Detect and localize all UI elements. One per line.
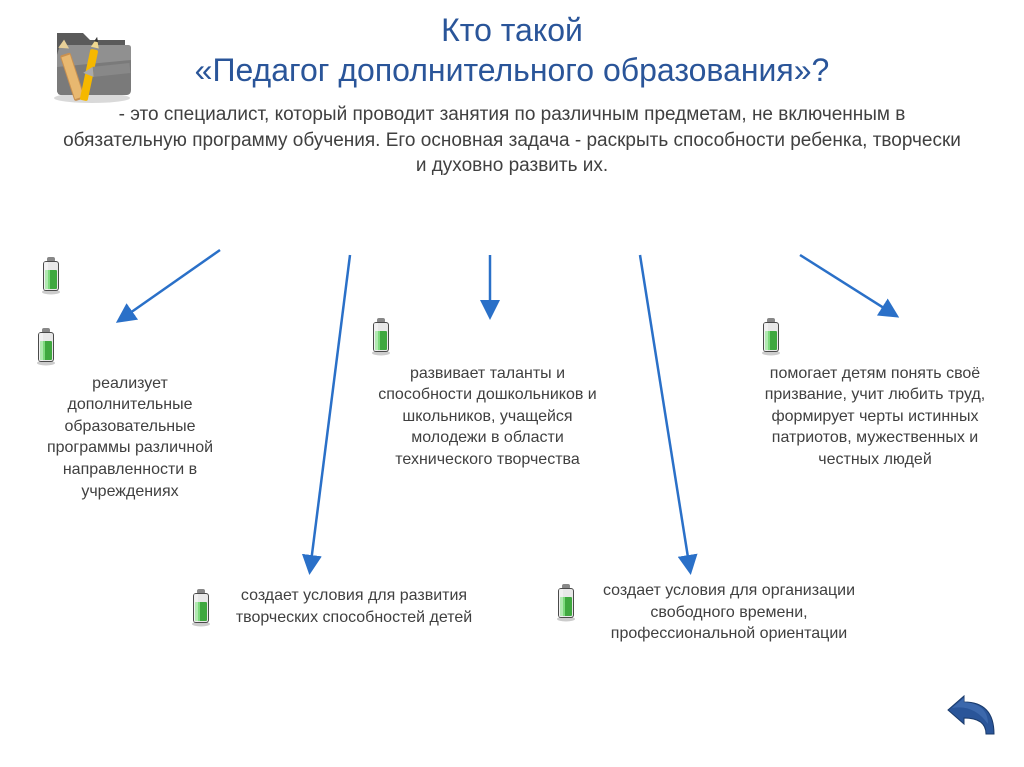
diagram-node-n1: реализует дополнительные образовательные… xyxy=(35,330,225,502)
battery-icon xyxy=(35,326,57,373)
node-text: развивает таланты и способности дошкольн… xyxy=(370,363,605,471)
battery-decoration-left xyxy=(40,255,62,300)
folder-icon xyxy=(45,15,140,110)
node-text: реализует дополнительные образовательные… xyxy=(35,373,225,503)
slide-title: Кто такой «Педагог дополнительного образ… xyxy=(0,0,1024,90)
title-line1: Кто такой xyxy=(441,12,583,48)
title-line2: «Педагог дополнительного образования»? xyxy=(195,52,830,88)
battery-icon xyxy=(190,587,212,634)
battery-icon xyxy=(555,582,577,629)
battery-icon xyxy=(370,316,392,363)
diagram-node-n5: создает условия для организации свободно… xyxy=(555,580,875,645)
slide-subtitle: - это специалист, который проводит занят… xyxy=(0,90,1024,179)
diagram-node-n3: помогает детям понять своё призвание, уч… xyxy=(760,320,990,471)
node-text: помогает детям понять своё призвание, уч… xyxy=(760,363,990,471)
node-text: создает условия для развития творческих … xyxy=(218,585,490,628)
subtitle-text: - это специалист, который проводит занят… xyxy=(63,104,961,176)
diagram-node-n2: развивает таланты и способности дошкольн… xyxy=(370,320,605,471)
diagram-node-n4: создает условия для развития творческих … xyxy=(190,585,490,634)
node-text: создает условия для организации свободно… xyxy=(583,580,875,645)
battery-icon xyxy=(760,316,782,363)
back-button[interactable] xyxy=(944,694,999,747)
